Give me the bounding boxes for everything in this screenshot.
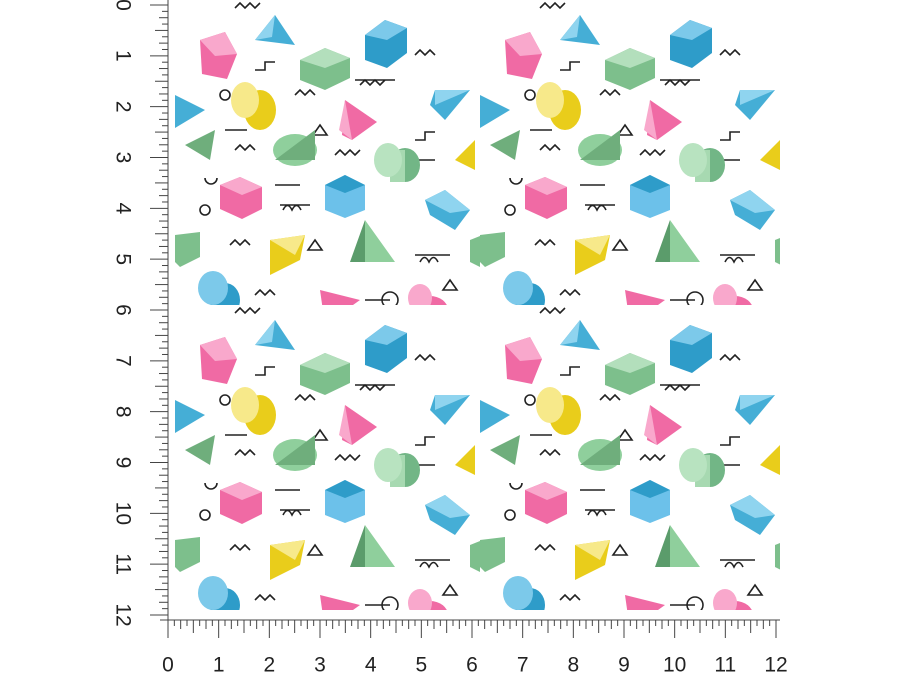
ruler-label: 2 <box>263 654 275 675</box>
ruler-label: 7 <box>517 654 529 675</box>
ruler-label: 1 <box>111 50 134 62</box>
ruler-label: 6 <box>111 304 134 316</box>
ruler-label: 0 <box>111 0 134 11</box>
ruler-label: 11 <box>111 553 134 575</box>
ruler-label: 10 <box>111 502 134 525</box>
ruler-label: 5 <box>415 654 427 675</box>
ruler-label: 3 <box>111 152 134 164</box>
ruler-label: 6 <box>466 654 478 675</box>
ruler-label: 8 <box>567 654 579 675</box>
horizontal-ruler: 0 1 2 3 4 5 6 7 8 9 10 11 12 <box>160 619 788 675</box>
ruler-label: 7 <box>111 355 134 367</box>
ruler-label: 10 <box>663 654 686 675</box>
ruler-label: 4 <box>365 654 377 675</box>
ruler-label: 11 <box>714 654 736 675</box>
ruler-label: 3 <box>314 654 326 675</box>
ruler-label: 1 <box>213 654 225 675</box>
ruler-label: 12 <box>111 603 134 626</box>
ruler-label: 9 <box>111 457 134 469</box>
ruler-label: 4 <box>111 202 134 214</box>
ruler-label: 5 <box>111 253 134 265</box>
ruler-label: 2 <box>111 101 134 113</box>
pattern-swatch <box>175 0 780 610</box>
ruler-label: 0 <box>162 654 174 675</box>
ruler-label: 12 <box>764 654 787 675</box>
ruler-label: 9 <box>618 654 630 675</box>
ruler-label: 8 <box>111 406 134 418</box>
